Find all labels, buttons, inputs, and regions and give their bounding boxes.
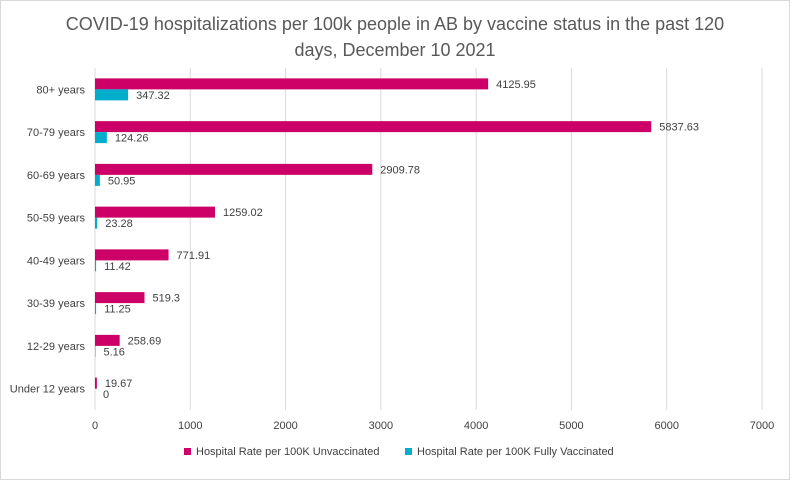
- legend-label-fully-vaccinated: Hospital Rate per 100K Fully Vaccinated: [417, 446, 614, 458]
- data-labels: 4125.95 347.32 5837.63 124.26 2909.78 50.95 12…: [103, 79, 699, 401]
- data-label-vaccinated: 23.28: [105, 218, 133, 230]
- bar-unvaccinated: [95, 206, 215, 218]
- chart-svg: COVID-19 hospitalizations per 100k peopl…: [10, 14, 774, 458]
- data-label-vaccinated: 50.95: [108, 175, 136, 187]
- bar-unvaccinated: [95, 334, 120, 346]
- category-label: Under 12 years: [10, 384, 86, 396]
- bar-unvaccinated: [95, 249, 169, 261]
- bar-vaccinated: [95, 303, 97, 315]
- x-tick-label-4000: 4000: [464, 420, 488, 432]
- bars: [95, 78, 652, 389]
- data-label-vaccinated: 11.42: [104, 261, 131, 273]
- bar-vaccinated: [95, 174, 100, 186]
- data-label-unvaccinated: 771.91: [177, 250, 211, 262]
- data-label-unvaccinated: 519.3: [152, 293, 180, 305]
- bar-vaccinated: [95, 217, 98, 229]
- data-label-vaccinated: 124.26: [115, 133, 149, 145]
- category-label: 80+ years: [36, 84, 85, 96]
- category-label: 70-79 years: [27, 127, 86, 139]
- data-label-vaccinated: 11.25: [104, 304, 131, 316]
- chart-title-line-1: COVID-19 hospitalizations per 100k peopl…: [66, 14, 724, 34]
- bar-unvaccinated: [95, 377, 97, 389]
- x-tick-label-1000: 1000: [178, 420, 202, 432]
- category-labels: 80+ years 70-79 years 60-69 years 50-59 yea…: [10, 84, 86, 395]
- data-label-unvaccinated: 19.67: [105, 378, 133, 390]
- x-tick-label-2000: 2000: [273, 420, 297, 432]
- x-tick-label-7000: 7000: [750, 420, 774, 432]
- chart-title-line-2: days, December 10 2021: [294, 40, 495, 60]
- data-label-vaccinated: 347.32: [136, 90, 170, 102]
- legend-swatch-unvaccinated: [184, 448, 191, 455]
- category-label: 60-69 years: [27, 170, 86, 182]
- bar-vaccinated: [95, 132, 107, 144]
- legend: Hospital Rate per 100K Unvaccinated Hosp…: [184, 446, 614, 458]
- x-tick-label-3000: 3000: [369, 420, 393, 432]
- x-tick-label-0: 0: [92, 420, 98, 432]
- data-label-unvaccinated: 4125.95: [496, 79, 536, 91]
- gridlines: [94, 68, 763, 410]
- bar-vaccinated: [95, 89, 129, 101]
- category-label: 50-59 years: [27, 213, 86, 225]
- data-label-unvaccinated: 258.69: [128, 335, 162, 347]
- legend-label-unvaccinated: Hospital Rate per 100K Unvaccinated: [196, 446, 379, 458]
- category-label: 30-39 years: [27, 298, 86, 310]
- data-label-vaccinated: 0: [103, 389, 109, 401]
- data-label-unvaccinated: 2909.78: [380, 164, 420, 176]
- data-label-unvaccinated: 1259.02: [223, 207, 263, 219]
- bar-unvaccinated: [95, 292, 145, 304]
- bar-unvaccinated: [95, 163, 373, 175]
- category-label: 40-49 years: [27, 255, 86, 267]
- bar-unvaccinated: [95, 78, 489, 90]
- x-tick-label-5000: 5000: [559, 420, 583, 432]
- category-label: 12-29 years: [27, 341, 86, 353]
- x-tick-label-6000: 6000: [654, 420, 678, 432]
- bar-unvaccinated: [95, 121, 652, 133]
- x-axis-ticks: 0 1000 2000 3000 4000 5000 6000 7000: [92, 420, 774, 432]
- bar-vaccinated: [95, 260, 97, 272]
- data-label-vaccinated: 5.16: [103, 346, 124, 358]
- legend-swatch-fully-vaccinated: [405, 448, 412, 455]
- data-label-unvaccinated: 5837.63: [659, 122, 699, 134]
